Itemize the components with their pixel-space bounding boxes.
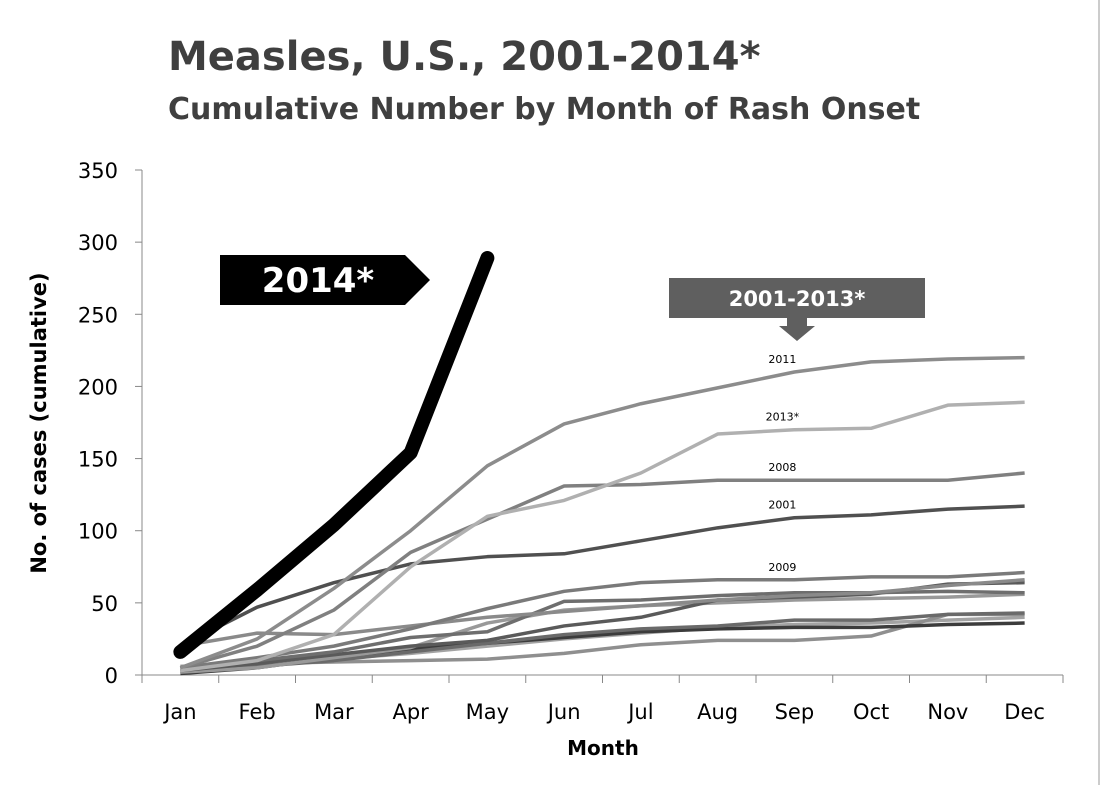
series-line-2008 xyxy=(179,471,1025,670)
y-axis-label: No. of cases (cumulative) xyxy=(27,272,51,573)
y-tick-label: 0 xyxy=(105,664,118,688)
series-lines: 2009 2001 2008 2013* 2011 xyxy=(173,251,1025,676)
chart-title: Measles, U.S., 2001-2014* xyxy=(168,34,761,80)
series-line-2009 xyxy=(180,570,1025,670)
x-tick-label: Dec xyxy=(1004,700,1045,724)
series-label: 2011 xyxy=(768,353,796,366)
series-line-2014 xyxy=(173,251,495,659)
x-tick-label: Apr xyxy=(392,700,429,724)
highlight-label: 2014* xyxy=(262,261,375,301)
group-label-down-arrow-icon xyxy=(779,318,815,341)
y-tick-label: 350 xyxy=(78,159,118,183)
x-tick-label: Sep xyxy=(775,700,815,724)
x-tick-label: Aug xyxy=(697,700,738,724)
series-line-2013 xyxy=(180,400,1025,673)
x-tick-label: Oct xyxy=(853,700,889,724)
series-label: 2001 xyxy=(768,499,796,512)
series-label: 2013* xyxy=(766,411,800,424)
y-tick-label: 250 xyxy=(78,303,118,327)
x-axis-label: Month xyxy=(567,736,639,760)
x-tick-label: Nov xyxy=(927,700,968,724)
series-line-2001 xyxy=(179,504,1025,648)
x-tick-label: May xyxy=(466,700,509,724)
group-label-box xyxy=(669,278,925,318)
x-tick-label: Mar xyxy=(314,700,354,724)
group-label: 2001-2013* xyxy=(729,287,866,311)
series-line-year-5 xyxy=(180,578,1025,648)
y-tick-label: 200 xyxy=(78,375,118,399)
right-border xyxy=(1098,0,1100,785)
y-tick-label: 300 xyxy=(78,231,118,255)
y-tick-label: 150 xyxy=(78,448,118,472)
x-tick-label: Jun xyxy=(546,700,581,724)
series-label: 2009 xyxy=(768,561,796,574)
axes: 0 50 100 150 200 250 300 350 Jan Feb Mar Apr May Jun J… xyxy=(78,159,1064,724)
series-line-2011 xyxy=(179,355,1025,670)
y-tick-label: 100 xyxy=(78,520,118,544)
annotations: 2014* 2001-2013* xyxy=(220,255,925,341)
chart-subtitle: Cumulative Number by Month of Rash Onset xyxy=(168,92,921,127)
highlight-label-arrow-box xyxy=(220,255,430,305)
series-label: 2008 xyxy=(768,461,796,474)
y-tick-label: 50 xyxy=(91,592,118,616)
series-line-year-9 xyxy=(180,611,1025,673)
x-tick-label: Feb xyxy=(239,700,276,724)
x-tick-label: Jul xyxy=(626,700,653,724)
x-tick-label: Jan xyxy=(162,700,196,724)
